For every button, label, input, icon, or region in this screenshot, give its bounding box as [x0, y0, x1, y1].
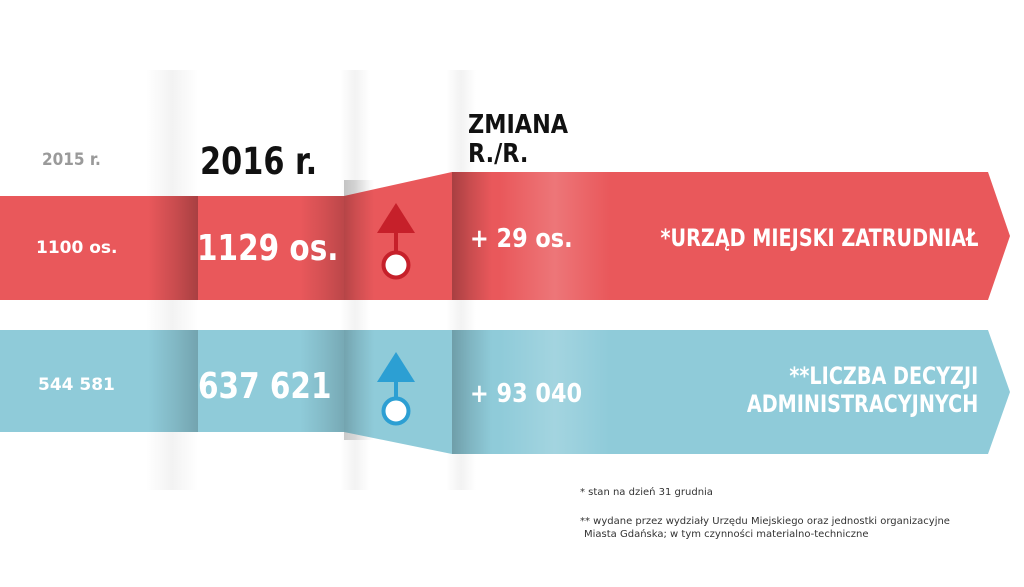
arrow-up-circle-icon: [377, 352, 415, 426]
header-year-2015: 2015 r.: [42, 150, 101, 170]
footnote-1: * stan na dzień 31 grudnia: [580, 487, 713, 498]
row-1-label: *URZĄD MIEJSKI ZATRUDNIAŁ: [660, 224, 978, 252]
ribbon-row-1: [0, 172, 1010, 300]
footnote-2-line2: Miasta Gdańska; w tym czynności material…: [584, 529, 869, 540]
header-change: ZMIANA R./R.: [468, 110, 569, 170]
arrow-up-circle-icon: [377, 203, 415, 280]
row-2-label-line1: **LICZBA DECYZJI: [789, 362, 978, 390]
row-2-change: + 93 040: [470, 379, 583, 409]
footnote-2: ** wydane przez wydziały Urzędu Miejskie…: [580, 515, 950, 541]
ribbon-row-2: [0, 330, 1010, 454]
header-change-line2: R./R.: [468, 139, 529, 170]
row-1-label-line1: *URZĄD MIEJSKI ZATRUDNIAŁ: [660, 224, 978, 252]
row-2-label: **LICZBA DECYZJI ADMINISTRACYJNYCH: [747, 362, 978, 419]
footnote-2-line1: ** wydane przez wydziały Urzędu Miejskie…: [580, 516, 950, 527]
row-1-value-2015: 1100 os.: [36, 238, 118, 258]
header-change-line1: ZMIANA: [468, 110, 569, 140]
row-1-change: + 29 os.: [470, 224, 573, 254]
row-2-label-line2: ADMINISTRACYJNYCH: [746, 390, 978, 419]
header-year-2016: 2016 r.: [200, 140, 318, 183]
row-2-value-2016: 637 621: [198, 366, 332, 407]
row-2-value-2015: 544 581: [38, 375, 115, 395]
row-1-value-2016: 1129 os.: [197, 228, 339, 269]
